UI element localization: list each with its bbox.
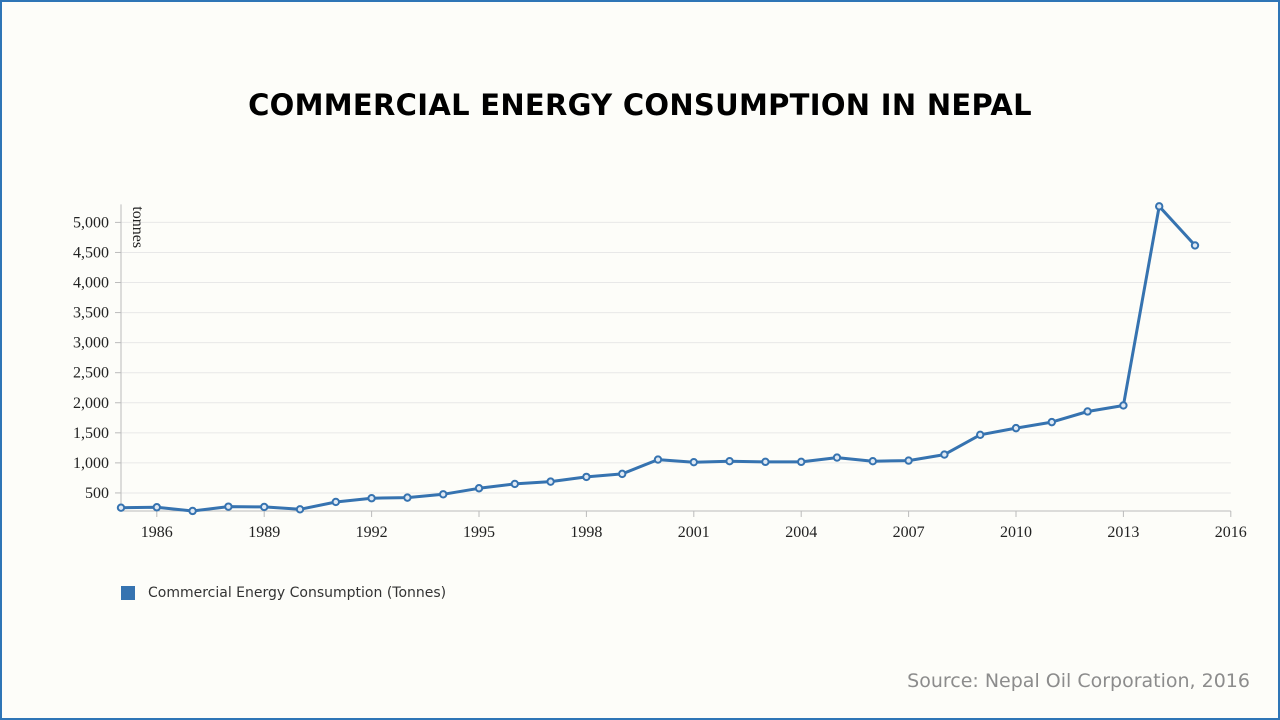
y-tick-label: 3,500 (73, 305, 109, 322)
data-point (403, 493, 412, 502)
x-tick-label: 1992 (356, 524, 388, 541)
y-tick-label: 500 (85, 485, 109, 502)
data-point (904, 456, 913, 465)
data-point (582, 472, 591, 482)
data-point (116, 503, 126, 512)
y-axis-label: tonnes (129, 206, 146, 248)
data-point (653, 455, 663, 464)
y-tick-label: 4,500 (73, 244, 109, 261)
legend-swatch (121, 586, 135, 600)
data-point (474, 484, 484, 493)
x-tick-label: 2001 (678, 524, 710, 541)
y-tick-label: 2,000 (73, 395, 109, 412)
x-tick-label: 2013 (1107, 524, 1139, 541)
data-point (797, 457, 806, 467)
data-point (152, 503, 162, 512)
y-tick-label: 4,000 (73, 275, 109, 292)
source-note: Source: Nepal Oil Corporation, 2016 (907, 670, 1250, 692)
data-point (331, 497, 340, 507)
x-tick-label: 1995 (463, 524, 495, 541)
data-point (761, 457, 770, 467)
data-point (1083, 407, 1092, 416)
data-point (832, 453, 842, 462)
x-tick-label: 1989 (248, 524, 280, 541)
chart-title: COMMERCIAL ENERGY CONSUMPTION IN NEPAL (248, 88, 1032, 122)
x-tick-label: 1986 (141, 524, 173, 541)
data-point (689, 457, 698, 467)
data-point (439, 490, 448, 499)
x-tick-label: 2010 (1000, 524, 1032, 541)
data-point (546, 477, 555, 486)
y-tick-label: 3,000 (73, 335, 109, 352)
data-point (367, 494, 376, 503)
data-point (188, 506, 197, 516)
x-tick-label: 2007 (893, 524, 925, 541)
y-tick-label: 2,500 (73, 365, 109, 382)
data-point (1190, 241, 1200, 250)
x-tick-label: 2004 (785, 524, 817, 541)
data-point (976, 430, 985, 440)
data-point (295, 505, 305, 514)
data-point (868, 456, 877, 466)
data-point (510, 479, 519, 489)
data-point (224, 502, 233, 511)
data-point (1011, 423, 1021, 433)
data-point (618, 469, 627, 479)
y-tick-label: 5,000 (73, 214, 109, 231)
data-point (260, 502, 269, 512)
x-tick-label: 1998 (570, 524, 602, 541)
y-tick-label: 1,500 (73, 425, 109, 442)
y-tick-label: 1,000 (73, 455, 109, 472)
data-point (1155, 202, 1164, 211)
data-point (1047, 417, 1057, 427)
legend-label: Commercial Energy Consumption (Tonnes) (148, 585, 447, 601)
x-tick-label: 2016 (1215, 524, 1247, 541)
data-point (725, 456, 734, 466)
data-point (1119, 401, 1128, 410)
legend: Commercial Energy Consumption (Tonnes) (121, 585, 446, 601)
data-point (940, 450, 949, 459)
